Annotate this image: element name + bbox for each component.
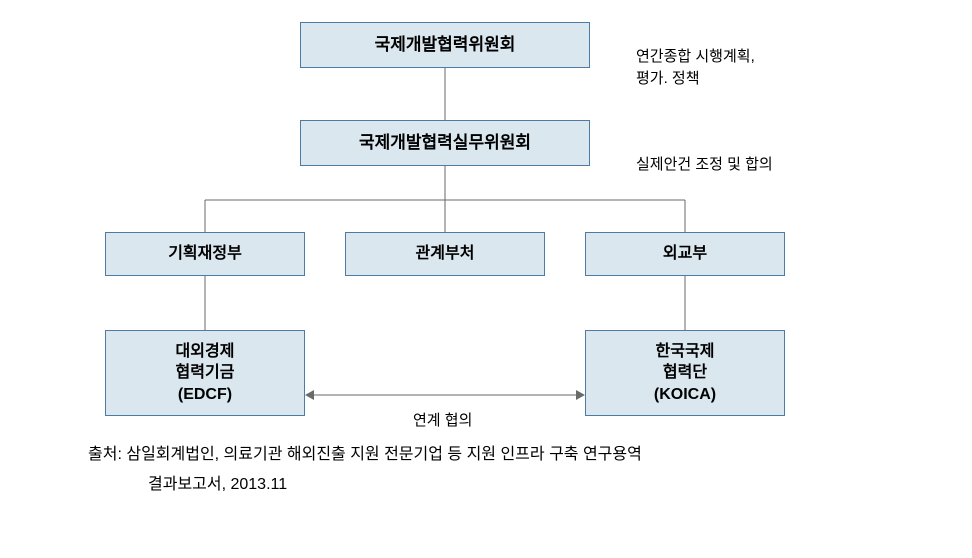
source-text: 결과보고서, 2013.11 [148,476,287,493]
source-text: 삼일회계법인, 의료기관 해외진출 지원 전문기업 등 지원 인프라 구축 연구… [126,446,642,463]
node-label: 관계부처 [416,243,475,265]
node-label: 국제개발협력실무위원회 [359,132,531,155]
source-line-1: 출처: 삼일회계법인, 의료기관 해외진출 지원 전문기업 등 지원 인프라 구… [88,440,642,470]
node-related-ministries: 관계부처 [345,232,545,276]
annotation-text: 연계 협의 [413,412,472,429]
annotation-text: 실제안건 조정 및 합의 [636,156,773,173]
source-prefix: 출처: [88,446,126,463]
node-working-committee: 국제개발협력실무위원회 [300,120,590,166]
source-citation: 출처: 삼일회계법인, 의료기관 해외진출 지원 전문기업 등 지원 인프라 구… [88,440,642,501]
node-label: 한국국제 협력단 (KOICA) [654,341,716,406]
node-label: 대외경제 협력기금 (EDCF) [176,341,235,406]
annotation-text: 연간종합 시행계획, 평가. 정책 [636,48,755,87]
annotation-second: 실제안건 조정 및 합의 [636,132,773,176]
annotation-top: 연간종합 시행계획, 평가. 정책 [636,24,755,89]
node-label: 국제개발협력위원회 [375,34,516,57]
node-ministry-finance: 기획재정부 [105,232,305,276]
node-committee-top: 국제개발협력위원회 [300,22,590,68]
node-label: 기획재정부 [168,243,242,265]
node-edcf: 대외경제 협력기금 (EDCF) [105,330,305,416]
node-label: 외교부 [663,243,707,265]
org-flowchart: 국제개발협력위원회 국제개발협력실무위원회 기획재정부 관계부처 외교부 대외경… [0,0,972,558]
node-ministry-foreign: 외교부 [585,232,785,276]
double-arrow-label: 연계 협의 [413,388,472,432]
source-line-2: 결과보고서, 2013.11 [88,470,642,500]
node-koica: 한국국제 협력단 (KOICA) [585,330,785,416]
